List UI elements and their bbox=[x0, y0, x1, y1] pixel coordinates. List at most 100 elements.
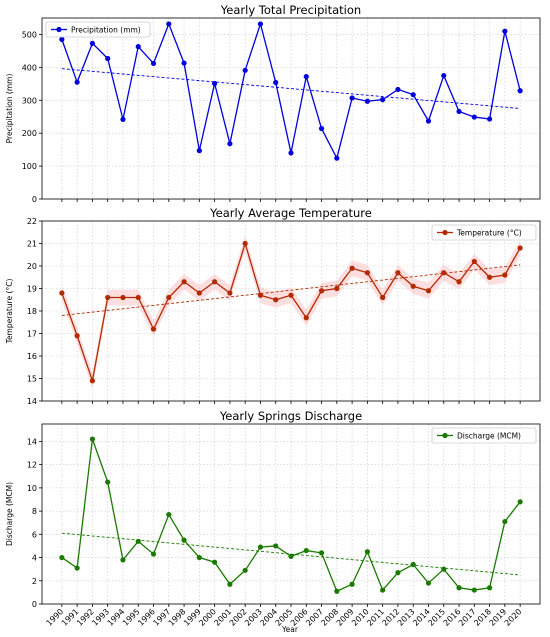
data-point bbox=[441, 72, 447, 79]
data-point bbox=[227, 141, 233, 147]
data-point bbox=[364, 270, 370, 276]
y-tick-label: 22 bbox=[27, 217, 37, 226]
y-tick-label: 19 bbox=[27, 285, 37, 294]
data-point bbox=[349, 265, 355, 271]
data-point bbox=[212, 559, 218, 565]
data-point bbox=[150, 60, 157, 67]
chart-title: Yearly Average Temperature bbox=[209, 206, 372, 220]
y-tick-label: 15 bbox=[27, 375, 37, 384]
data-point bbox=[120, 294, 126, 301]
data-point bbox=[425, 288, 432, 294]
data-point bbox=[456, 108, 462, 115]
data-point bbox=[150, 326, 157, 332]
trend-line bbox=[61, 264, 521, 316]
data-point bbox=[425, 580, 432, 586]
legend-label: Precipitation (mm) bbox=[71, 25, 141, 34]
data-point bbox=[502, 272, 508, 278]
data-point bbox=[257, 21, 264, 27]
data-point bbox=[334, 155, 340, 161]
data-point bbox=[59, 554, 65, 561]
y-tick-label: 12 bbox=[27, 461, 37, 470]
data-point bbox=[105, 479, 111, 485]
data-point bbox=[181, 537, 187, 543]
data-point bbox=[227, 290, 233, 296]
data-point bbox=[242, 240, 248, 247]
y-tick-label: 21 bbox=[27, 240, 37, 249]
data-point bbox=[288, 150, 294, 156]
legend-marker bbox=[442, 432, 448, 439]
data-point bbox=[395, 570, 401, 576]
data-point bbox=[135, 538, 141, 544]
data-point bbox=[318, 125, 325, 132]
data-point bbox=[74, 333, 80, 339]
y-tick-label: 8 bbox=[32, 507, 37, 516]
data-point bbox=[135, 294, 141, 301]
data-point bbox=[303, 315, 309, 321]
y-tick-label: 500 bbox=[22, 30, 37, 39]
y-tick-label: 4 bbox=[32, 554, 37, 563]
data-point bbox=[227, 581, 233, 587]
data-point bbox=[318, 550, 325, 556]
data-point bbox=[471, 587, 477, 593]
data-point bbox=[288, 553, 294, 559]
data-point bbox=[89, 40, 96, 46]
data-point bbox=[181, 279, 187, 285]
data-point bbox=[334, 285, 340, 292]
y-tick-label: 20 bbox=[27, 262, 37, 271]
y-tick-label: 18 bbox=[27, 307, 37, 316]
data-point bbox=[456, 585, 462, 591]
y-tick-label: 200 bbox=[22, 129, 37, 138]
data-point bbox=[196, 148, 202, 154]
data-point bbox=[59, 290, 65, 296]
chart-title: Yearly Springs Discharge bbox=[219, 409, 362, 423]
data-point bbox=[380, 97, 386, 103]
data-point bbox=[212, 279, 218, 285]
data-point bbox=[334, 588, 340, 594]
panel-3: Yearly Springs Discharge 0 2 4 6 8 10 12 14 Disch… bbox=[5, 409, 541, 628]
y-axis-label: Precipitation (mm) bbox=[5, 74, 14, 144]
data-point bbox=[74, 565, 80, 571]
x-tick-label: 2020 bbox=[503, 607, 524, 628]
data-point bbox=[441, 566, 447, 572]
panel-2: Yearly Average Temperature 14 15 16 17 18 19 20… bbox=[5, 206, 541, 406]
legend-label: Discharge (MCM) bbox=[457, 431, 521, 440]
data-point bbox=[380, 294, 386, 301]
data-point bbox=[456, 279, 462, 285]
data-point bbox=[89, 378, 96, 384]
data-point bbox=[166, 511, 172, 518]
panel-1: Yearly Total Precipitation 0 100 200 300 400 5… bbox=[5, 3, 541, 204]
data-point bbox=[318, 288, 325, 294]
data-point bbox=[517, 88, 523, 94]
data-point bbox=[395, 270, 401, 276]
data-point bbox=[74, 79, 80, 85]
legend-box bbox=[45, 21, 151, 38]
data-point bbox=[166, 21, 172, 27]
data-point bbox=[471, 258, 477, 265]
legend-marker bbox=[56, 26, 62, 33]
data-point bbox=[120, 557, 126, 563]
data-point bbox=[380, 587, 386, 593]
legend-box bbox=[431, 427, 537, 444]
data-point bbox=[410, 92, 416, 98]
data-point bbox=[517, 499, 523, 505]
data-point bbox=[425, 118, 432, 124]
y-axis-label: Discharge (MCM) bbox=[5, 482, 14, 546]
data-point bbox=[89, 436, 96, 442]
plot-frame bbox=[41, 17, 541, 200]
data-point bbox=[349, 95, 355, 101]
y-tick-label: 16 bbox=[27, 352, 37, 361]
data-point bbox=[257, 292, 264, 298]
data-point bbox=[303, 73, 309, 80]
y-tick-label: 14 bbox=[27, 437, 37, 446]
data-point bbox=[273, 79, 279, 86]
data-point bbox=[181, 60, 187, 66]
legend-marker bbox=[442, 229, 448, 236]
y-tick-label: 100 bbox=[22, 162, 37, 171]
y-tick-label: 0 bbox=[32, 195, 37, 204]
x-axis-label: Year bbox=[281, 625, 299, 634]
data-point bbox=[486, 274, 493, 280]
data-point bbox=[242, 67, 248, 73]
y-tick-label: 400 bbox=[22, 63, 37, 72]
data-point bbox=[212, 80, 218, 87]
